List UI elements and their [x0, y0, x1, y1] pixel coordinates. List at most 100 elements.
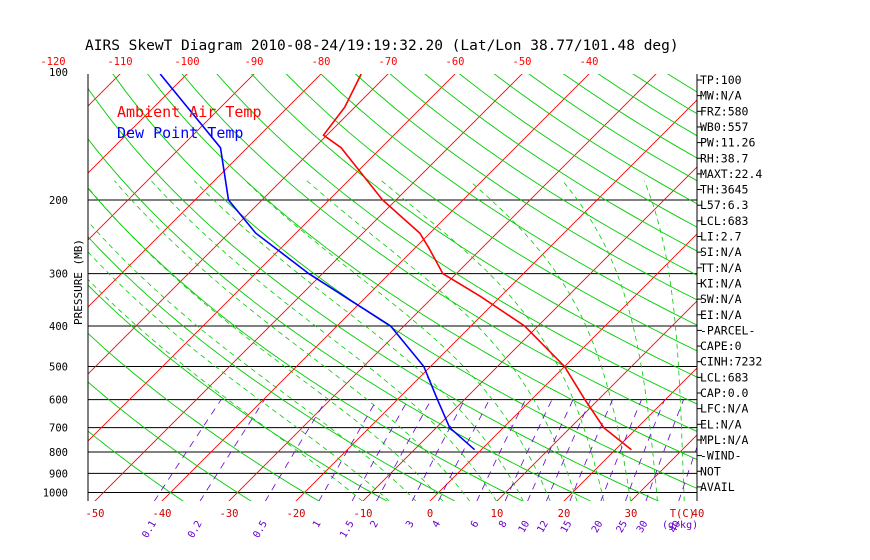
isotherm-line	[429, 233, 697, 501]
stat-entry: -PARCEL-	[700, 323, 755, 337]
stat-entry: EI:N/A	[700, 308, 742, 322]
ambient-temp-profile-line	[322, 74, 632, 451]
moist-adiabat-line	[562, 180, 658, 501]
dry-adiabat-line	[181, 74, 697, 432]
dew-point-profile-line	[159, 74, 476, 451]
isotherm-line	[295, 99, 697, 501]
dry-adiabat-line	[88, 381, 252, 501]
stat-entry: -WIND-	[700, 449, 742, 463]
dry-adiabat-line	[88, 138, 592, 501]
bottom-temp-tick-label: 30	[625, 508, 638, 520]
mixing-ratio-tick-label: 0.5	[251, 519, 270, 540]
isotherm-line	[88, 74, 188, 174]
mixing-ratio-line	[438, 399, 490, 501]
mixing-ratio-line	[569, 399, 613, 501]
pressure-tick-label: 900	[49, 468, 68, 480]
stat-entry: NOT	[700, 464, 721, 478]
stat-entry: KI:N/A	[700, 276, 742, 290]
pressure-tick-label: 300	[49, 269, 68, 281]
mixing-ratio-line	[264, 399, 327, 501]
stat-entry: MW:N/A	[700, 89, 742, 103]
bottom-temp-tick-label: 0	[427, 508, 433, 520]
stat-entry: TT:N/A	[700, 261, 742, 275]
isotherm-line	[362, 166, 697, 501]
mixing-ratio-line	[546, 399, 591, 501]
dry-adiabat-line	[216, 74, 697, 405]
stat-entry: EL:N/A	[700, 417, 742, 431]
top-temp-tick-label: -120	[40, 56, 65, 68]
y-axis-label: PRESSURE (MB)	[72, 239, 85, 325]
mixing-ratio-tick-label: 4	[431, 519, 444, 530]
bottom-temp-tick-label: -20	[287, 508, 306, 520]
mixing-ratio-tick-label: 25	[615, 519, 631, 535]
moist-adiabat-line	[643, 180, 685, 501]
stat-entry: LCL:683	[700, 214, 749, 228]
top-temp-tick-label: -70	[379, 56, 398, 68]
mixing-ratio-tick-label: 30	[635, 519, 651, 535]
stat-entry: FRZ:580	[700, 104, 749, 118]
legend-ambient-air-temp: Ambient Air Temp	[117, 103, 262, 121]
pressure-tick-label: 1000	[43, 488, 68, 500]
mixing-ratio-tick-label: 1.5	[338, 519, 357, 540]
stat-entry: SI:N/A	[700, 245, 742, 259]
isotherm-line	[88, 74, 121, 107]
mixing-ratio-tick-label: 15	[559, 519, 575, 535]
pressure-tick-label: 800	[49, 447, 68, 459]
mixing-ratio-line	[318, 399, 378, 501]
dry-adiabat-line	[424, 74, 697, 252]
isotherm-line	[88, 74, 389, 375]
dry-adiabat-line	[320, 74, 697, 326]
stat-entry: SW:N/A	[700, 292, 742, 306]
stat-entry: MAXT:22.4	[700, 167, 762, 181]
top-temp-tick-label: -100	[174, 56, 199, 68]
isotherm-line	[88, 74, 322, 308]
dry-adiabat-line	[250, 74, 697, 378]
bottom-temp-tick-label: -10	[354, 508, 373, 520]
pressure-tick-label: 100	[49, 67, 68, 79]
mixing-ratio-tick-label: 6	[469, 519, 482, 530]
isotherm-line	[630, 434, 697, 501]
stat-entry: L57:6.3	[700, 198, 749, 212]
stat-entry: LFC:N/A	[700, 402, 749, 416]
moist-adiabat-line	[88, 186, 444, 501]
isotherm-line	[765, 55, 870, 502]
moist-adiabat-line	[114, 180, 471, 501]
dry-adiabat-line	[88, 332, 320, 501]
mixing-ratio-line	[351, 399, 409, 501]
mixing-ratio-tick-label: 8	[497, 519, 510, 530]
stat-entry: CAP:0.0	[700, 386, 749, 400]
bottom-temp-tick-label: -40	[153, 508, 172, 520]
bottom-temp-tick-label: -50	[86, 508, 105, 520]
dry-adiabat-line	[88, 430, 184, 501]
isotherm-line	[563, 367, 697, 501]
stat-entry: TP:100	[700, 73, 742, 87]
mixing-ratio-tick-label: 2	[369, 519, 382, 530]
pressure-tick-label: 600	[49, 395, 68, 407]
mixing-ratio-line	[504, 399, 553, 501]
stat-entry: RH:38.7	[700, 151, 749, 165]
mixing-ratio-line	[153, 399, 222, 501]
bottom-temp-tick-label: 10	[491, 508, 504, 520]
mixing-ratio-tick-label: 12	[535, 519, 551, 535]
mixing-ratio-unit-label: (g/kg)	[662, 520, 698, 531]
dry-adiabat-line	[285, 74, 697, 352]
stat-entry: PW:11.26	[700, 136, 755, 150]
dry-adiabat-line	[112, 74, 697, 489]
stat-entry: AVAIL	[700, 480, 735, 494]
mixing-ratio-tick-label: 1	[311, 519, 324, 530]
pressure-tick-label: 200	[49, 195, 68, 207]
bottom-temp-tick-label: 20	[558, 508, 571, 520]
moist-adiabat-line	[306, 180, 578, 501]
mixing-ratio-line	[678, 445, 697, 501]
mixing-ratio-line	[600, 399, 642, 501]
chart-title: AIRS SkewT Diagram 2010-08-24/19:19:32.2…	[85, 38, 679, 54]
dry-adiabat-line	[88, 187, 524, 501]
top-temp-tick-label: -40	[580, 56, 599, 68]
mixing-ratio-tick-label: 0.1	[140, 519, 159, 540]
mixing-ratio-line	[411, 399, 466, 501]
mixing-ratio-line	[527, 399, 574, 501]
dry-adiabat-line	[147, 74, 697, 460]
moist-adiabat-line	[194, 180, 524, 501]
